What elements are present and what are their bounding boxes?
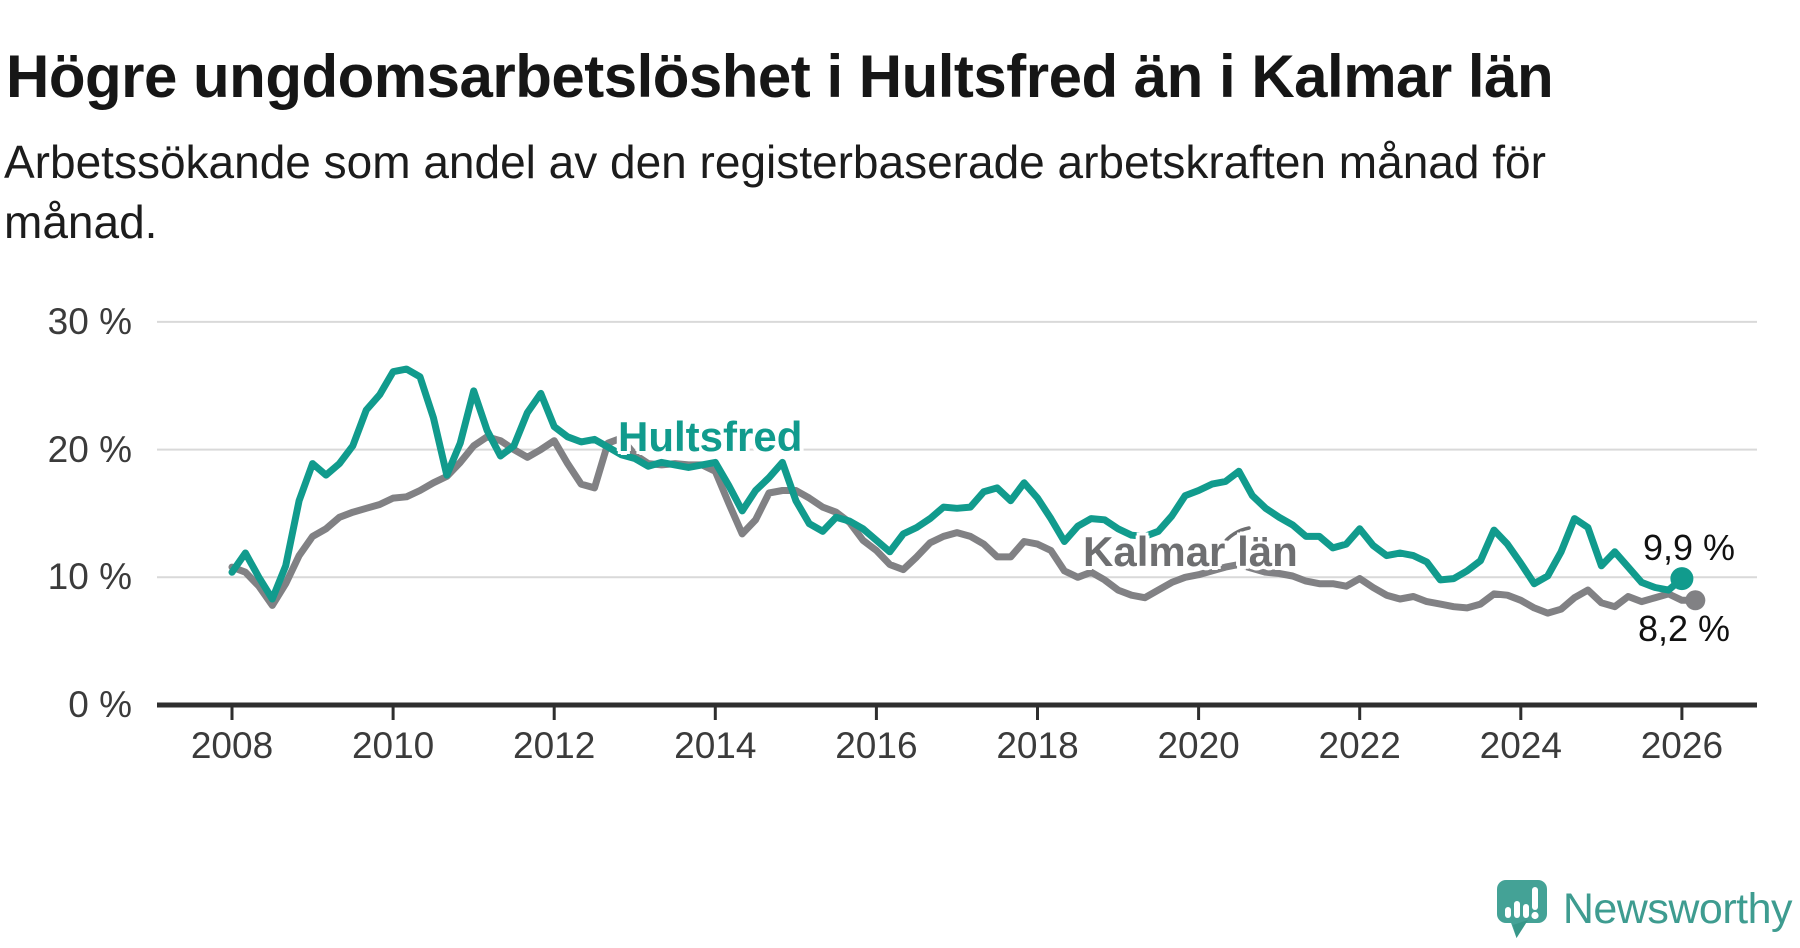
newsworthy-logo: Newsworthy <box>1496 880 1793 939</box>
newsworthy-speech-bubble-bar-chart-icon <box>1496 880 1547 938</box>
subtitle-line-2: månad. <box>4 196 158 248</box>
end-value-label-hultsfred: 9,9 % <box>1643 527 1736 568</box>
x-tick-label: 2022 <box>1318 725 1401 766</box>
y-tick-label: 30 % <box>47 300 132 342</box>
x-tick-label: 2024 <box>1479 725 1562 766</box>
series-line-hultsfred <box>228 365 1686 603</box>
y-tick-label: 10 % <box>47 556 132 598</box>
x-tick-label: 2018 <box>996 725 1079 766</box>
newsworthy-logo-text: Newsworthy <box>1562 885 1793 933</box>
kalmar-label-leader-line <box>1220 526 1251 547</box>
subtitle-line-1: Arbetssökande som andel av den registerb… <box>4 136 1546 188</box>
series-end-dot <box>1670 567 1694 591</box>
x-tick-label: 2012 <box>513 725 596 766</box>
x-tick-label: 2020 <box>1157 725 1240 766</box>
series-line-kalmar-l-n <box>228 433 1699 617</box>
x-tick-label: 2008 <box>190 725 274 766</box>
x-tick-label: 2010 <box>351 725 435 766</box>
x-tick-label: 2026 <box>1640 725 1724 766</box>
series-label-hultsfred: Hultsfred <box>618 413 803 460</box>
y-tick-label: 20 % <box>47 428 132 470</box>
series-paths <box>228 365 1706 617</box>
series-label-kalmar: Kalmar län <box>1083 528 1298 575</box>
x-tick-label: 2016 <box>835 725 918 766</box>
gridlines <box>157 320 1757 579</box>
page-subtitle: Arbetssökande som andel av den registerb… <box>4 132 1794 252</box>
x-tick-label: 2014 <box>674 725 757 766</box>
page-title: Högre ungdomsarbetslöshet i Hultsfred än… <box>6 43 1554 111</box>
series-end-dot <box>1685 590 1706 611</box>
end-value-label-kalmar: 8,2 % <box>1638 608 1731 649</box>
x-axis <box>157 702 1757 720</box>
y-tick-label: 0 % <box>68 684 132 725</box>
